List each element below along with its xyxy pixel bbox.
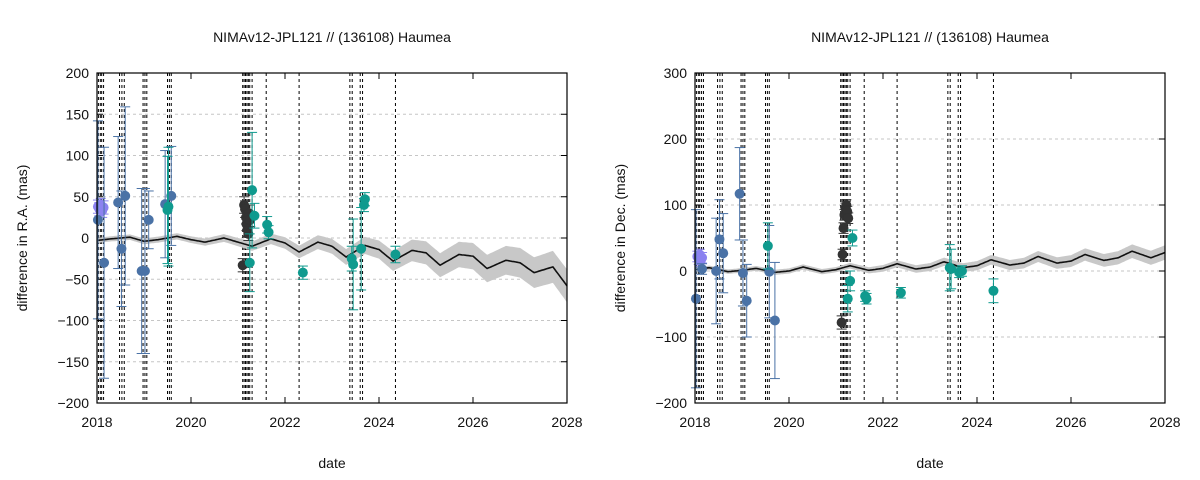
x-tick-label: 2026 [457,414,488,430]
data-point [988,285,999,296]
x-tick-label: 2020 [773,414,804,430]
x-tick-label: 2022 [269,414,300,430]
x-tick-label: 2024 [363,414,394,430]
data-point [861,293,872,304]
data-point [843,213,854,224]
data-point [113,197,124,208]
y-tick-label: 50 [73,189,89,205]
data-point [263,227,274,238]
data-point [847,233,858,243]
x-tick-label: 2028 [1149,414,1180,430]
data-point [247,185,258,196]
data-point [348,259,359,270]
data-point [741,295,752,306]
y-tick-label: −50 [65,271,89,287]
data-point [244,257,255,268]
data-point [99,257,110,268]
y-tick-label: 200 [664,131,688,147]
data-point [390,249,401,260]
y-tick-label: 200 [66,65,90,81]
y-tick-label: 150 [66,106,90,122]
data-point [837,249,848,260]
data-point [734,188,745,199]
data-point [769,315,780,326]
data-point [762,240,773,251]
data-point [116,243,127,254]
x-tick-label: 2022 [867,414,898,430]
data-point [842,293,853,304]
y-tick-label: −200 [655,395,687,411]
data-point [764,266,775,277]
data-point [946,264,957,275]
ra-residual-panel: NIMAv12-JPL121 // (136108) Haumea −200 −15… [14,29,583,471]
y-tick-label: 100 [664,197,688,213]
y-tick-label: 0 [679,263,687,279]
x-tick-label: 2026 [1055,414,1086,430]
data-point [697,252,708,263]
data-point [838,223,849,234]
dec-residual-panel: NIMAv12-JPL121 // (136108) Haumea −200 −10… [612,29,1181,471]
y-tick-label: 100 [66,148,90,164]
plot-frame [694,72,1166,404]
data-point [359,194,370,205]
data-point [120,190,131,201]
model-uncertainty-band [97,233,567,303]
model-uncertainty-band [695,244,1165,275]
y-tick-label: 300 [664,65,688,81]
data-point [718,248,729,259]
data-point [92,214,103,225]
data-point [356,243,367,254]
data-point [836,317,847,328]
x-tick-label: 2018 [679,414,710,430]
data-point [956,266,967,276]
data-point [249,210,260,221]
y-tick-label: 0 [81,230,89,246]
data-point [143,214,154,225]
chart-title: NIMAv12-JPL121 // (136108) Haumea [811,29,1049,45]
chart-title: NIMAv12-JPL121 // (136108) Haumea [213,29,451,45]
x-tick-label: 2018 [81,414,112,430]
x-axis-label: date [318,455,345,471]
y-tick-label: −200 [57,395,89,411]
data-point [297,267,308,278]
data-point [139,266,150,276]
data-point [690,293,701,304]
data-point [163,201,174,212]
plot-frame [96,72,568,404]
y-tick-label: −100 [57,313,89,329]
x-tick-label: 2020 [175,414,206,430]
data-point [262,219,273,230]
data-point [714,234,725,245]
data-point [845,275,856,286]
y-axis-label: difference in R.A. (mas) [14,165,30,312]
data-point [697,264,708,275]
y-tick-label: −100 [655,329,687,345]
data-point [895,287,906,298]
model-line [96,235,568,287]
x-axis-label: date [916,455,943,471]
y-axis-label: difference in Dec. (mas) [612,164,628,312]
y-tick-label: −150 [57,354,89,370]
data-point [737,267,748,278]
x-tick-label: 2028 [551,414,582,430]
x-tick-label: 2024 [961,414,992,430]
data-point [711,266,722,276]
